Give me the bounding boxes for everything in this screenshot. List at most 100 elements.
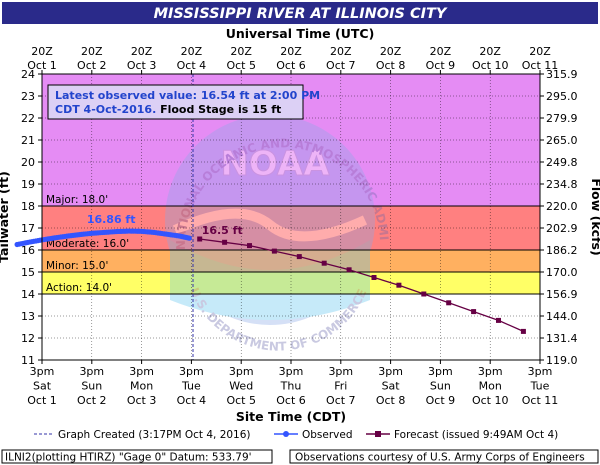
top-axis-title: Universal Time (UTC): [226, 26, 375, 41]
forecast-point: [446, 300, 452, 306]
x-tick-label: 3pm: [229, 365, 254, 378]
y-tick-label: 21: [21, 134, 35, 147]
forecast-point: [321, 260, 327, 266]
top-tick-label: Oct 11: [522, 59, 559, 72]
observed-peak-label: 16.86 ft: [87, 213, 136, 226]
top-tick-label: 20Z: [330, 45, 352, 58]
top-tick-label: 20Z: [380, 45, 402, 58]
y-tick-label: 18: [21, 200, 35, 213]
top-tick-label: Oct 2: [77, 59, 107, 72]
y-tick-label: 23: [21, 90, 35, 103]
x-tick-label: Mon: [479, 380, 502, 393]
top-tick-label: Oct 1: [27, 59, 57, 72]
flow-tick-label: 170.0: [546, 266, 578, 279]
info-box-line1: Latest observed value: 16.54 ft at 2:00 …: [55, 89, 320, 102]
x-tick-label: Sun: [430, 380, 451, 393]
left-axis-title: Tailwater (ft): [0, 171, 11, 263]
x-tick-label: Oct 9: [426, 394, 456, 407]
x-tick-label: 3pm: [30, 365, 55, 378]
top-tick-label: 20Z: [131, 45, 153, 58]
y-tick-label: 11: [21, 354, 35, 367]
x-tick-label: Tue: [530, 380, 550, 393]
x-tick-label: 3pm: [179, 365, 204, 378]
x-tick-label: Fri: [334, 380, 347, 393]
x-tick-label: 3pm: [378, 365, 403, 378]
top-tick-label: 20Z: [181, 45, 203, 58]
top-tick-label: Oct 4: [177, 59, 207, 72]
info-box-date: CDT 4-Oct-2016.: [55, 103, 156, 116]
title-bar: MISSISSIPPI RIVER AT ILLINOIS CITY: [2, 2, 598, 24]
observed-point: [186, 235, 192, 241]
x-tick-label: Tue: [181, 380, 201, 393]
forecast-point: [247, 243, 252, 249]
noaa-logo-text: NOAA: [220, 144, 330, 184]
forecast-point: [396, 282, 402, 288]
latest-value-box: Latest observed value: 16.54 ft at 2:00 …: [47, 84, 320, 120]
top-tick-label: Oct 10: [472, 59, 509, 72]
legend-forecast-marker: [375, 431, 381, 437]
x-tick-label: Oct 6: [276, 394, 306, 407]
legend-forecast-label: Forecast (issued 9:49AM Oct 4): [394, 429, 558, 441]
top-tick-label: 20Z: [81, 45, 103, 58]
legend-observed-label: Observed: [302, 429, 353, 441]
flow-tick-label: 315.9: [546, 68, 578, 81]
band-label: Moderate: 16.0': [46, 238, 129, 250]
x-tick-label: Oct 10: [472, 394, 509, 407]
axes: 11 12 13 14 15 16 17 18 19 20 21 22 23 24 119.0 131.4 14…: [21, 45, 578, 407]
forecast-point: [471, 309, 477, 315]
top-tick-label: Oct 7: [326, 59, 356, 72]
x-tick-label: Oct 3: [127, 394, 157, 407]
x-tick-label: Sun: [81, 380, 102, 393]
band-label: Minor: 15.0': [46, 260, 108, 272]
title-background: [2, 2, 598, 24]
series-layer: 16.86 ft 16.5 ft: [14, 213, 526, 334]
flow-tick-label: 295.0: [546, 90, 578, 103]
flow-tick-label: 265.0: [546, 134, 578, 147]
x-tick-label: 3pm: [428, 365, 453, 378]
top-tick-label: Oct 6: [276, 59, 306, 72]
x-tick-label: Oct 11: [522, 394, 559, 407]
top-tick-label: 20Z: [529, 45, 551, 58]
top-tick-label: Oct 5: [226, 59, 256, 72]
band-label: Major: 18.0': [46, 194, 108, 206]
flow-tick-label: 131.4: [546, 332, 578, 345]
forecast-point: [271, 248, 277, 254]
legend-created-label: Graph Created (3:17PM Oct 4, 2016): [58, 429, 251, 441]
forecast-first-label: 16.5 ft: [202, 224, 243, 237]
right-axis-title: Flow (kcfs): [589, 178, 600, 255]
legend-observed-marker: [283, 431, 289, 437]
forecast-point: [222, 239, 228, 245]
x-tick-label: Mon: [130, 380, 153, 393]
footer-left-box: [1, 449, 273, 464]
top-tick-label: 20Z: [31, 45, 53, 58]
top-tick-label: 20Z: [230, 45, 252, 58]
chart-title: MISSISSIPPI RIVER AT ILLINOIS CITY: [154, 6, 448, 22]
flow-tick-label: 249.8: [546, 156, 578, 169]
x-tick-label: 3pm: [129, 365, 154, 378]
info-box-line2: CDT 4-Oct-2016. Flood Stage is 15 ft: [55, 103, 281, 116]
top-tick-label: Oct 9: [426, 59, 456, 72]
top-tick-label: 20Z: [430, 45, 452, 58]
band-labels: Major: 18.0' Moderate: 16.0' Minor: 15.0' A…: [42, 194, 540, 295]
forecast-point: [496, 317, 501, 323]
x-tick-label: Sat: [33, 380, 52, 393]
flow-tick-label: 234.8: [546, 178, 578, 191]
top-tick-label: Oct 8: [376, 59, 406, 72]
flow-tick-label: 144.0: [546, 310, 578, 323]
x-tick-label: Oct 8: [376, 394, 406, 407]
x-tick-label: Oct 4: [177, 394, 207, 407]
flow-tick-label: 119.0: [546, 354, 578, 367]
footer-datum: ILNI2(plotting HTIRZ) "Gage 0" Datum: 53…: [5, 452, 252, 464]
footer-right-box: [289, 449, 599, 464]
forecast-point: [346, 267, 352, 273]
y-tick-label: 16: [21, 244, 35, 257]
x-tick-label: 3pm: [79, 365, 104, 378]
y-tick-label: 20: [21, 156, 35, 169]
y-tick-label: 14: [21, 288, 35, 301]
flow-tick-label: 156.9: [546, 288, 578, 301]
band-label: Action: 14.0': [46, 282, 112, 294]
y-tick-label: 22: [21, 112, 35, 125]
x-tick-label: Sat: [382, 380, 401, 393]
y-tick-label: 12: [21, 332, 35, 345]
